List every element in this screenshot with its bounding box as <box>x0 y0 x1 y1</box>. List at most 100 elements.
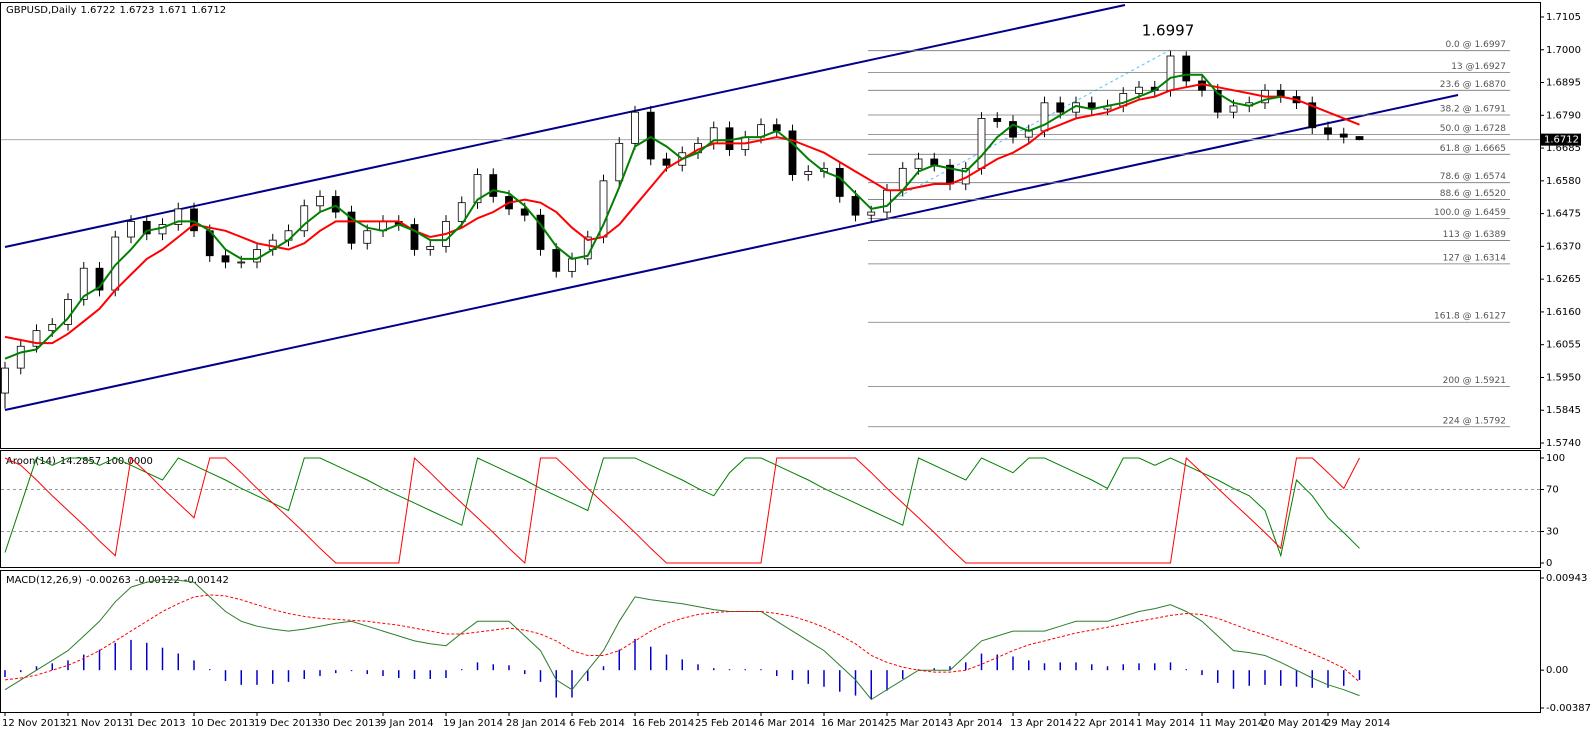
x-tick-label: 16 Feb 2014 <box>632 718 694 729</box>
candle-body <box>237 261 246 264</box>
candle-body <box>851 196 860 216</box>
candle-body <box>1182 55 1191 82</box>
series-line <box>4 456 1360 565</box>
y-tick-label: 0.00 <box>1546 665 1568 676</box>
header-value: 1.6712 <box>191 5 226 16</box>
candle-body <box>1324 127 1332 135</box>
x-tick-label: 1 Dec 2013 <box>128 718 186 729</box>
x-tick-label: 21 Nov 2013 <box>65 718 129 729</box>
x-tick-label: 25 Mar 2014 <box>884 718 947 729</box>
fib-label: 38.2 @ 1.6791 <box>1440 104 1506 114</box>
x-tick-label: 6 Feb 2014 <box>569 718 625 729</box>
x-tick-label: 3 Apr 2014 <box>947 718 1002 729</box>
candle-body <box>221 255 230 263</box>
header-value: 1.6722 <box>81 5 116 16</box>
candle-body <box>1339 133 1348 138</box>
candle-body <box>1056 102 1065 113</box>
candle-body <box>725 127 734 151</box>
fib-label: 224 @ 1.5792 <box>1443 416 1506 426</box>
fib-label: 13 @1.6927 <box>1451 62 1506 72</box>
x-tick-label: 30 Dec 2013 <box>317 718 381 729</box>
x-tick-label: 9 Jan 2014 <box>380 718 434 729</box>
candle-body <box>331 196 340 213</box>
candle-body <box>977 118 986 169</box>
peak-annotation: 1.6997 <box>1142 22 1195 40</box>
candle-body <box>615 142 624 182</box>
y-tick-label: 1.6160 <box>1546 307 1581 318</box>
x-tick-label: 20 May 2014 <box>1262 718 1327 729</box>
candle-body <box>174 208 183 225</box>
candle-body <box>1009 121 1017 138</box>
candle-body <box>363 230 372 244</box>
fib-label: 50.0 @ 1.6728 <box>1440 124 1507 134</box>
header-value: GBPUSD,Daily <box>6 5 77 16</box>
candle-body <box>993 118 1002 122</box>
aroon-panel <box>0 450 1541 568</box>
candle-body <box>1198 80 1206 91</box>
x-tick-label: 19 Jan 2014 <box>443 718 503 729</box>
y-tick-label: 1.6895 <box>1546 78 1581 89</box>
fib-label: 78.6 @ 1.6574 <box>1440 172 1507 182</box>
series-line <box>4 457 1360 558</box>
y-tick-label: 1.6580 <box>1546 176 1581 187</box>
candle-body <box>788 130 797 175</box>
candle-body <box>316 196 324 207</box>
panel-header: GBPUSD,Daily 1.6722 1.6723 1.671 1.6712 <box>6 5 226 16</box>
y-tick-label: 1.6685 <box>1546 143 1581 154</box>
candle-body <box>16 345 25 369</box>
y-tick-label: 1.5740 <box>1546 438 1581 449</box>
candle-body <box>520 208 529 216</box>
candle-body <box>426 245 435 250</box>
fib-label: 127 @ 1.6314 <box>1443 253 1507 263</box>
x-tick-label: 25 Feb 2014 <box>695 718 757 729</box>
price-panel <box>0 2 1541 449</box>
fib-label: 88.6 @ 1.6520 <box>1440 189 1507 199</box>
candle-body <box>662 158 671 166</box>
x-tick-label: 13 Apr 2014 <box>1010 718 1072 729</box>
series-line <box>4 578 1360 701</box>
candle-body <box>48 324 57 332</box>
series-line <box>4 73 1281 360</box>
candle-body <box>300 205 309 232</box>
y-tick-label: 1.6265 <box>1546 274 1581 285</box>
candle-body <box>867 211 876 216</box>
last-price-label: 1.6712 <box>1544 135 1579 146</box>
candle-body <box>536 214 545 250</box>
macd-panel <box>0 570 1541 713</box>
y-tick-label: 1.5845 <box>1546 405 1581 416</box>
candle-body <box>914 158 923 169</box>
candle-body <box>1355 136 1364 141</box>
candle-body <box>1308 102 1317 129</box>
fib-label: 200 @ 1.5921 <box>1443 376 1506 386</box>
y-tick-label: 1.7000 <box>1546 45 1581 56</box>
x-tick-label: 11 May 2014 <box>1199 718 1264 729</box>
candle-body <box>190 208 198 232</box>
header-value: -0.00142 <box>184 575 229 586</box>
series-line <box>4 594 1360 683</box>
last-price-box <box>1541 133 1581 146</box>
candle-body <box>1135 86 1143 94</box>
y-tick-label: 1.7105 <box>1546 12 1581 23</box>
x-tick-label: 6 Mar 2014 <box>758 718 815 729</box>
candle-body <box>1 367 9 394</box>
fib-label: 61.8 @ 1.6665 <box>1440 144 1506 154</box>
candle-body <box>552 249 561 272</box>
panel-header: Aroon(14) 14.2857 100.0000 <box>6 456 153 467</box>
candle-body <box>568 258 576 272</box>
candle-body <box>32 330 41 347</box>
candle-body <box>127 221 135 238</box>
y-tick-label: -0.00387 <box>1546 703 1591 714</box>
candle-body <box>1213 89 1222 113</box>
x-tick-label: 10 Dec 2013 <box>191 718 255 729</box>
y-tick-label: 0 <box>1546 558 1552 569</box>
header-value: Aroon(14) <box>6 456 56 467</box>
header-value: 1.671 <box>159 5 188 16</box>
header-value: 100.0000 <box>105 456 153 467</box>
x-tick-label: 16 Mar 2014 <box>821 718 884 729</box>
channel-lower <box>4 94 1459 411</box>
y-tick-label: 0.00943 <box>1546 573 1587 584</box>
y-tick-label: 30 <box>1546 527 1559 538</box>
x-tick-label: 22 Apr 2014 <box>1073 718 1135 729</box>
x-tick-label: 29 May 2014 <box>1325 718 1390 729</box>
